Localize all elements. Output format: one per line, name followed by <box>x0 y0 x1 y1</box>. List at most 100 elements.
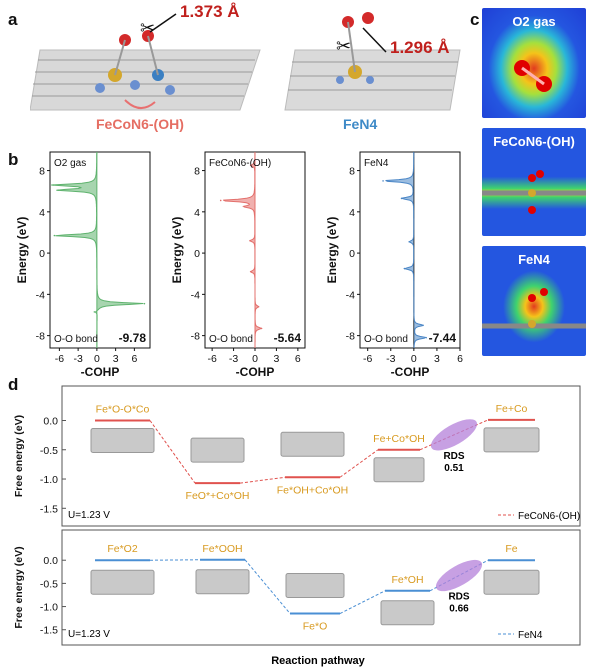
x-tick-label: 6 <box>295 353 301 365</box>
rds-label: RDS <box>443 451 464 462</box>
cohp-curve <box>51 152 144 348</box>
intermediate-label: Fe <box>505 543 517 555</box>
cohp-peak-point <box>219 199 222 202</box>
o2-gas-label: O2 gas <box>512 14 556 29</box>
cohp-peak-point <box>382 180 384 182</box>
connector <box>339 590 386 614</box>
rds-value: 0.66 <box>449 604 469 615</box>
bond-label: O-O bond <box>209 334 253 345</box>
cohp-curve <box>385 152 427 349</box>
y-tick-label: -8 <box>346 331 355 343</box>
bond-length-fecon6: 1.373 Å <box>180 2 240 21</box>
x-tick-label: 6 <box>457 353 463 365</box>
y-tick-label: 0 <box>39 248 45 260</box>
x-tick-label: 0 <box>411 353 417 365</box>
cohp-peak-point <box>57 189 59 191</box>
panel-label-b: b <box>8 150 19 169</box>
bond-label: O-O bond <box>364 334 408 345</box>
cohp-frame <box>49 151 151 349</box>
y-tick-label: 8 <box>39 166 45 178</box>
adsorbate-structure-image <box>483 569 540 595</box>
name-fecon6: FeCoN6-(OH) <box>96 116 184 132</box>
x-tick-label: -6 <box>363 353 372 365</box>
y-tick-label: -1.0 <box>40 474 58 486</box>
y-tick-label: 8 <box>194 166 200 178</box>
intermediate-label: Fe+Co*OH <box>373 433 425 445</box>
rds-label: RDS <box>448 592 469 603</box>
intermediate-label: Fe*OH+Co*OH <box>277 484 348 496</box>
icohp-value: -9.78 <box>119 331 147 345</box>
cohp-peak-point <box>422 324 424 327</box>
connector <box>244 559 291 614</box>
cohp-peak-point <box>52 184 54 186</box>
cohp-plot-o2: 8 4 0 -4 -8 -6 -3 0 3 6 O2 gas O-O bond -9.78 -COHP En… <box>15 151 151 379</box>
x-tick-label: -3 <box>386 353 395 365</box>
cohp-title: FeCoN6-(OH) <box>209 158 271 169</box>
rds-highlight <box>430 419 478 451</box>
adsorbate-structure-image <box>380 600 435 626</box>
cohp-peak-point <box>260 327 263 330</box>
condition-label: U=1.23 V <box>68 629 110 640</box>
y-tick-label: 0.0 <box>43 415 58 427</box>
o2-gas-density-map: O2 gas <box>482 8 586 118</box>
connector <box>339 449 379 478</box>
icohp-value: -5.64 <box>274 331 302 345</box>
rds-highlight <box>435 559 483 592</box>
panel-label-d: d <box>8 375 19 394</box>
x-tick-label: 3 <box>113 353 119 365</box>
x-axis-title: -COHP <box>391 365 430 379</box>
y-tick-label: -4 <box>36 289 45 301</box>
x-tick-label: 0 <box>252 353 258 365</box>
y-tick-label: 8 <box>349 166 355 178</box>
x-tick-label: -6 <box>207 353 216 365</box>
x-axis-title: -COHP <box>81 365 120 379</box>
x-tick-label: -3 <box>229 353 238 365</box>
cohp-plot-fen4: 8 4 0 -4 -8 -6 -3 0 3 6 FeN4 O-O bond -7.44 -COHP Ener… <box>325 151 463 379</box>
x-tick-label: 3 <box>434 353 440 365</box>
legend-label: FeCoN6-(OH) <box>518 511 580 522</box>
free-energy-plot-fen4: 0.0 -0.5 -1.0 -1.5 Free energy (eV) Fe*O2 Fe*O… <box>13 529 581 646</box>
x-tick-label: -6 <box>55 353 64 365</box>
y-tick-label: -8 <box>36 331 45 343</box>
svg-text:✂: ✂ <box>336 36 351 56</box>
fecon6-structure-image: ✂ <box>30 13 261 111</box>
bond-length-fen4: 1.296 Å <box>390 38 450 57</box>
fen4-density-map: FeN4 <box>482 246 586 356</box>
cohp-title: FeN4 <box>364 158 389 169</box>
intermediate-label: Fe*OH <box>391 574 423 586</box>
adsorbate-structure-image <box>280 431 345 457</box>
y-axis-title: Free energy (eV) <box>13 546 25 628</box>
fen4-map-label: FeN4 <box>518 252 550 267</box>
adsorbate-structure-image <box>285 573 345 599</box>
adsorbate-structure-image <box>195 569 250 595</box>
intermediate-label: Fe+Co <box>496 403 528 415</box>
bond-label: O-O bond <box>54 334 98 345</box>
x-tick-label: -3 <box>73 353 82 365</box>
cohp-peak-point <box>400 197 403 200</box>
y-tick-label: -1.5 <box>40 625 58 637</box>
free-energy-plot-fecon6: 0.0 -0.5 -1.0 -1.5 Free energy (eV) Fe*O-O*Co… <box>13 385 581 527</box>
y-tick-label: -0.5 <box>40 578 58 590</box>
y-axis-title: Energy (eV) <box>325 217 339 284</box>
y-tick-label: -1.0 <box>40 602 58 614</box>
connector <box>149 420 196 484</box>
y-tick-label: -0.5 <box>40 445 58 457</box>
cohp-peak-point <box>243 205 246 208</box>
panel-d-free-energy: 0.0 -0.5 -1.0 -1.5 Free energy (eV) Fe*O-O*Co… <box>13 385 581 667</box>
y-axis-title: Energy (eV) <box>15 217 29 284</box>
adsorbate-structure-image <box>373 457 425 483</box>
cohp-curve <box>223 152 263 348</box>
cohp-peak-point <box>425 336 427 339</box>
panel-label-c: c <box>470 10 480 29</box>
fen4-structure-image: ✂ <box>284 12 461 111</box>
fecon6-map-label: FeCoN6-(OH) <box>493 134 575 149</box>
panel-a-structures: ✂ ✂ <box>30 12 461 111</box>
y-tick-label: -8 <box>191 331 200 343</box>
intermediate-label: Fe*O2 <box>107 543 138 555</box>
cohp-peak-point <box>403 267 406 270</box>
y-tick-label: 4 <box>349 207 355 219</box>
y-tick-label: 0.0 <box>43 555 58 567</box>
y-tick-label: 0 <box>349 248 355 260</box>
adsorbate-structure-image <box>483 427 540 453</box>
